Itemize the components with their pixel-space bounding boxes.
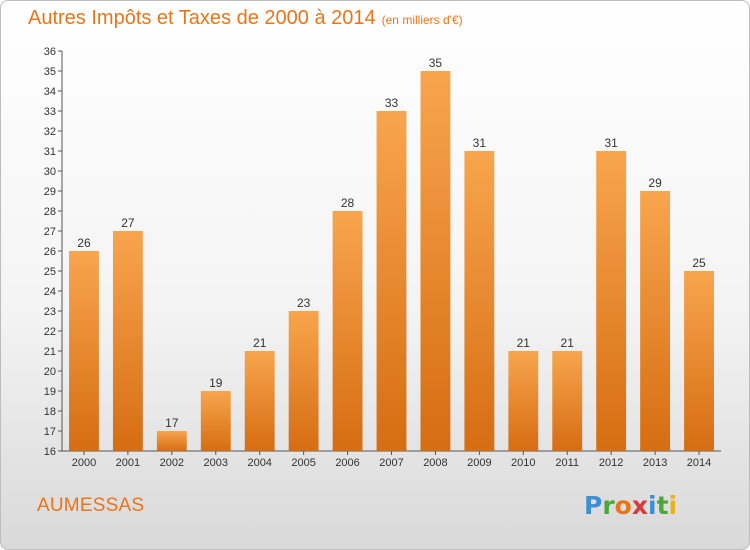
data-label: 19 [209,376,223,390]
data-label: 21 [253,336,267,350]
bar-2001 [112,231,143,451]
bar-2013 [640,191,671,451]
data-label: 25 [692,256,706,270]
y-tick-label: 20 [44,366,56,378]
data-label: 35 [429,56,443,70]
bar-2000 [69,251,99,451]
x-tick-label: 2012 [599,457,623,469]
x-tick-label: 2004 [247,457,271,469]
bar-2006 [332,211,363,451]
y-tick-label: 27 [44,226,56,238]
data-label: 31 [473,136,487,150]
x-tick-label: 2013 [643,457,667,469]
y-tick-label: 17 [44,426,56,438]
x-tick-label: 2005 [291,457,315,469]
bar-2007 [376,111,407,451]
x-tick-label: 2007 [379,457,403,469]
data-label: 23 [297,296,311,310]
chart-subtitle: (en milliers d'€) [381,13,463,27]
x-tick-label: 2010 [511,457,535,469]
bar-2002 [156,431,187,451]
x-tick-label: 2001 [116,457,140,469]
y-tick-label: 28 [44,206,56,218]
y-tick-label: 32 [44,126,56,138]
bar-2005 [288,311,319,451]
x-tick-label: 2014 [687,457,711,469]
y-tick-label: 16 [44,446,56,458]
data-label: 26 [77,236,91,250]
y-tick-label: 21 [44,346,56,358]
chart-title: Autres Impôts et Taxes de 2000 à 2014 (en… [28,7,463,30]
data-label: 27 [121,216,135,230]
y-tick-label: 18 [44,406,56,418]
commune-name: AUMESSAS [37,495,145,516]
bar-2011 [552,351,583,451]
x-tick-label: 2006 [335,457,359,469]
bar-2009 [464,151,495,451]
y-tick-label: 22 [44,326,56,338]
proxiti-logo: Proxiti [584,491,678,520]
data-label: 28 [341,196,355,210]
chart-data-labels: 26 27 17 19 21 23 28 33 35 31 21 21 31 29 25 [77,56,706,430]
data-label: 21 [517,336,531,350]
y-tick-label: 24 [44,286,56,298]
x-tick-label: 2009 [467,457,491,469]
y-tick-label: 36 [44,46,56,58]
y-tick-label: 23 [44,306,56,318]
y-tick-label: 25 [44,266,56,278]
bar-2003 [200,391,231,451]
data-label: 31 [604,136,618,150]
y-tick-label: 29 [44,186,56,198]
y-tick-label: 34 [44,86,56,98]
title-text: Autres Impôts et Taxes de 2000 à 2014 [28,7,376,29]
x-tick-label: 2008 [423,457,447,469]
y-tick-label: 26 [44,246,56,258]
y-tick-label: 33 [44,106,56,118]
x-tick-label: 2002 [160,457,184,469]
y-tick-label: 31 [44,146,56,158]
x-tick-label: 2000 [72,457,96,469]
bar-2004 [244,351,275,451]
data-label: 29 [648,176,662,190]
bar-2014 [684,271,714,451]
x-tick-label: 2011 [555,457,579,469]
bar-2008 [420,71,451,451]
bar-2010 [508,351,539,451]
bar-2012 [596,151,627,451]
data-label: 21 [561,336,575,350]
data-label: 33 [385,96,399,110]
y-tick-label: 35 [44,66,56,78]
y-tick-label: 19 [44,386,56,398]
x-tick-label: 2003 [204,457,228,469]
chart-bars [69,71,714,451]
y-tick-label: 30 [44,166,56,178]
data-label: 17 [165,416,179,430]
